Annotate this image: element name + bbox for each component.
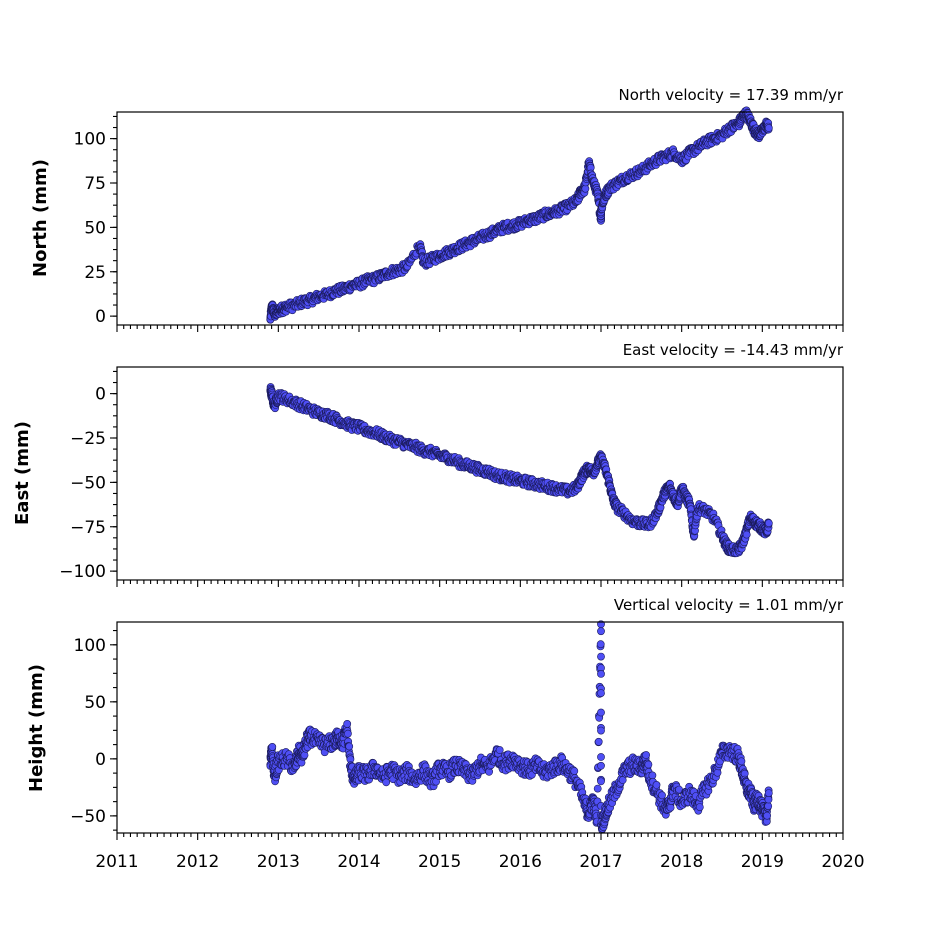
height-point	[343, 729, 352, 738]
height-point	[764, 802, 773, 810]
height-x-tick-label: 2011	[95, 852, 138, 872]
north-y-tick-label: 0	[95, 307, 106, 327]
height-point	[594, 737, 603, 746]
east-y-tick-label: −50	[70, 473, 106, 493]
height-point	[597, 761, 605, 770]
height-point	[597, 726, 605, 735]
north-plot-frame	[116, 111, 844, 326]
north-y-tick-label: 50	[84, 218, 106, 238]
height-point	[597, 753, 605, 761]
height-y-tick-label: 100	[74, 636, 106, 656]
height-point	[648, 771, 657, 780]
height-y-tick-label: −50	[70, 807, 106, 827]
north-y-tick-label: 100	[74, 130, 106, 150]
north-point	[764, 124, 773, 132]
height-x-tick-label: 2020	[821, 852, 864, 872]
height-point	[382, 778, 391, 787]
east-y-tick-label: 0	[95, 385, 106, 405]
height-point	[644, 760, 653, 769]
east-series	[266, 383, 773, 558]
height-point	[343, 720, 352, 728]
east-y-tick-label: −75	[70, 518, 106, 538]
height-point	[652, 781, 661, 789]
height-point	[597, 670, 605, 678]
height-point	[597, 627, 605, 636]
height-y-axis-label: Height (mm)	[26, 664, 47, 792]
north-y-tick-label: 75	[84, 174, 106, 194]
height-point	[642, 751, 650, 759]
height-point	[345, 742, 354, 751]
east-point	[742, 530, 751, 539]
height-point	[763, 811, 771, 820]
height-panel: Vertical velocity = 1.01 mm/yr Height (m…	[26, 596, 865, 872]
east-panel: East velocity = -14.43 mm/yr East (mm) 0…	[12, 341, 844, 587]
height-point	[597, 689, 605, 697]
height-series	[266, 620, 773, 834]
height-point	[495, 746, 504, 754]
north-y-tick-label: 25	[84, 263, 106, 283]
height-panel-title: Vertical velocity = 1.01 mm/yr	[614, 596, 844, 614]
height-plot-frame	[116, 621, 844, 834]
height-x-tick-label: 2019	[741, 852, 784, 872]
east-panel-title: East velocity = -14.43 mm/yr	[623, 341, 844, 359]
height-point	[618, 776, 627, 784]
height-y-tick-label: 0	[95, 750, 106, 770]
north-series	[266, 106, 773, 324]
north-panel-title: North velocity = 17.39 mm/yr	[619, 86, 844, 104]
height-x-tick-label: 2017	[579, 852, 622, 872]
height-point	[713, 768, 722, 777]
height-point	[593, 784, 602, 793]
height-point	[597, 652, 605, 661]
height-point	[268, 743, 277, 751]
east-point	[764, 519, 773, 528]
height-point	[597, 708, 605, 717]
east-y-tick-label: −100	[59, 562, 106, 582]
height-x-tick-label: 2018	[660, 852, 703, 872]
height-x-tick-label: 2013	[257, 852, 300, 872]
height-point	[666, 803, 675, 812]
height-x-tick-label: 2014	[337, 852, 380, 872]
north-panel: North velocity = 17.39 mm/yr North (mm) …	[30, 86, 844, 332]
height-point	[658, 791, 666, 800]
height-point	[764, 789, 773, 797]
height-point	[570, 767, 579, 775]
height-point	[300, 751, 309, 759]
height-point	[596, 640, 605, 649]
height-x-tick-label: 2012	[176, 852, 219, 872]
height-x-tick-label: 2015	[418, 852, 461, 872]
height-point	[597, 777, 605, 786]
height-y-tick-label: 50	[84, 693, 106, 713]
north-y-axis-label: North (mm)	[30, 159, 51, 277]
height-x-tick-label: 2016	[499, 852, 542, 872]
east-y-tick-label: −25	[70, 429, 106, 449]
east-y-axis-label: East (mm)	[12, 421, 33, 525]
height-point	[695, 803, 704, 811]
height-point	[737, 757, 746, 766]
